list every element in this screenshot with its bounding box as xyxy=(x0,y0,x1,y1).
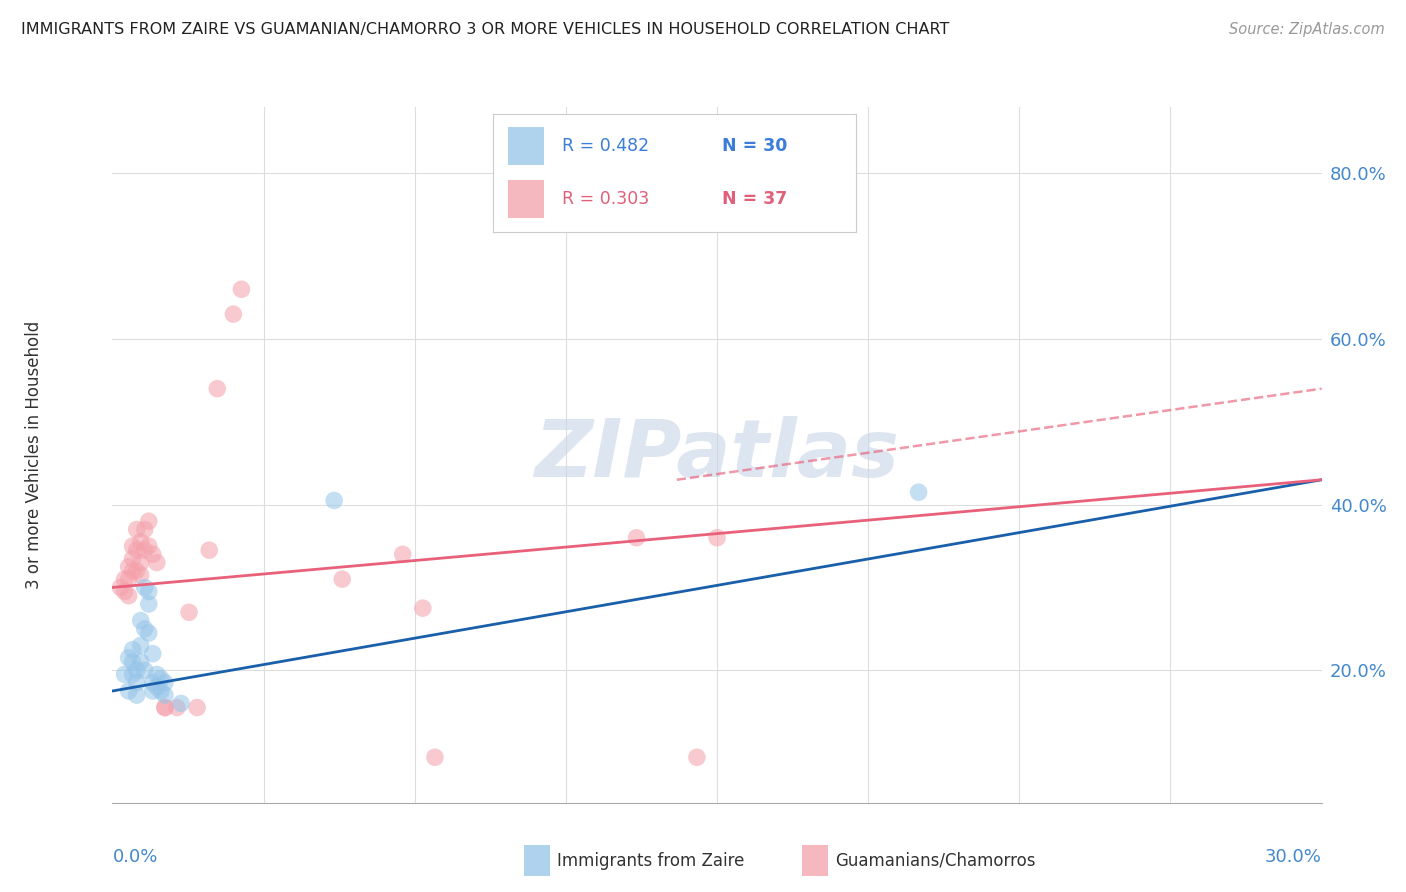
Point xyxy=(153,700,176,714)
Point xyxy=(121,667,143,681)
Point xyxy=(117,589,139,603)
Point xyxy=(686,750,709,764)
Bar xyxy=(801,845,828,876)
Point xyxy=(117,651,139,665)
Point xyxy=(114,572,136,586)
Point xyxy=(134,622,156,636)
Point xyxy=(138,514,160,528)
Text: ZIPatlas: ZIPatlas xyxy=(534,416,900,494)
Point xyxy=(391,547,413,561)
Point xyxy=(125,688,148,702)
Point xyxy=(125,564,148,578)
Point xyxy=(142,647,165,661)
Text: Guamanians/Chamorros: Guamanians/Chamorros xyxy=(835,852,1036,870)
Point xyxy=(231,282,253,296)
Text: Immigrants from Zaire: Immigrants from Zaire xyxy=(557,852,745,870)
Point xyxy=(142,547,165,561)
Point xyxy=(186,700,208,714)
Text: Source: ZipAtlas.com: Source: ZipAtlas.com xyxy=(1229,22,1385,37)
Point xyxy=(146,680,169,694)
Point xyxy=(114,584,136,599)
Point xyxy=(149,672,172,686)
Point xyxy=(153,700,176,714)
Point xyxy=(121,655,143,669)
Point xyxy=(125,663,148,677)
Point xyxy=(207,382,229,396)
Text: 30.0%: 30.0% xyxy=(1265,848,1322,866)
Point xyxy=(330,572,353,586)
Point xyxy=(121,642,143,657)
Text: IMMIGRANTS FROM ZAIRE VS GUAMANIAN/CHAMORRO 3 OR MORE VEHICLES IN HOUSEHOLD CORR: IMMIGRANTS FROM ZAIRE VS GUAMANIAN/CHAMO… xyxy=(21,22,949,37)
Point xyxy=(138,626,160,640)
Point xyxy=(134,581,156,595)
Point xyxy=(129,639,152,653)
Point xyxy=(121,551,143,566)
Point xyxy=(117,684,139,698)
Point xyxy=(121,564,143,578)
Point xyxy=(129,556,152,570)
Point xyxy=(222,307,245,321)
Point xyxy=(198,543,221,558)
Point xyxy=(142,684,165,698)
Point xyxy=(125,675,148,690)
Point xyxy=(170,697,193,711)
Point xyxy=(110,581,132,595)
Text: 3 or more Vehicles in Household: 3 or more Vehicles in Household xyxy=(25,321,44,589)
Bar xyxy=(523,845,550,876)
Point xyxy=(117,572,139,586)
Point xyxy=(142,675,165,690)
Point xyxy=(117,559,139,574)
Point xyxy=(129,655,152,669)
Point xyxy=(129,535,152,549)
Point xyxy=(129,568,152,582)
Point xyxy=(149,684,172,698)
Point xyxy=(412,601,434,615)
Point xyxy=(626,531,648,545)
Point xyxy=(177,605,200,619)
Point xyxy=(138,597,160,611)
Point xyxy=(121,539,143,553)
Point xyxy=(146,556,169,570)
Point xyxy=(134,543,156,558)
Point xyxy=(153,675,176,690)
Point xyxy=(134,523,156,537)
Point xyxy=(146,667,169,681)
Point xyxy=(129,614,152,628)
Point xyxy=(138,584,160,599)
Point xyxy=(134,663,156,677)
Point xyxy=(907,485,929,500)
Point xyxy=(125,523,148,537)
Point xyxy=(166,700,188,714)
Point xyxy=(706,531,728,545)
Point xyxy=(423,750,446,764)
Point xyxy=(153,688,176,702)
Point xyxy=(114,667,136,681)
Text: 0.0%: 0.0% xyxy=(112,848,157,866)
Point xyxy=(323,493,346,508)
Point xyxy=(125,543,148,558)
Point xyxy=(138,539,160,553)
